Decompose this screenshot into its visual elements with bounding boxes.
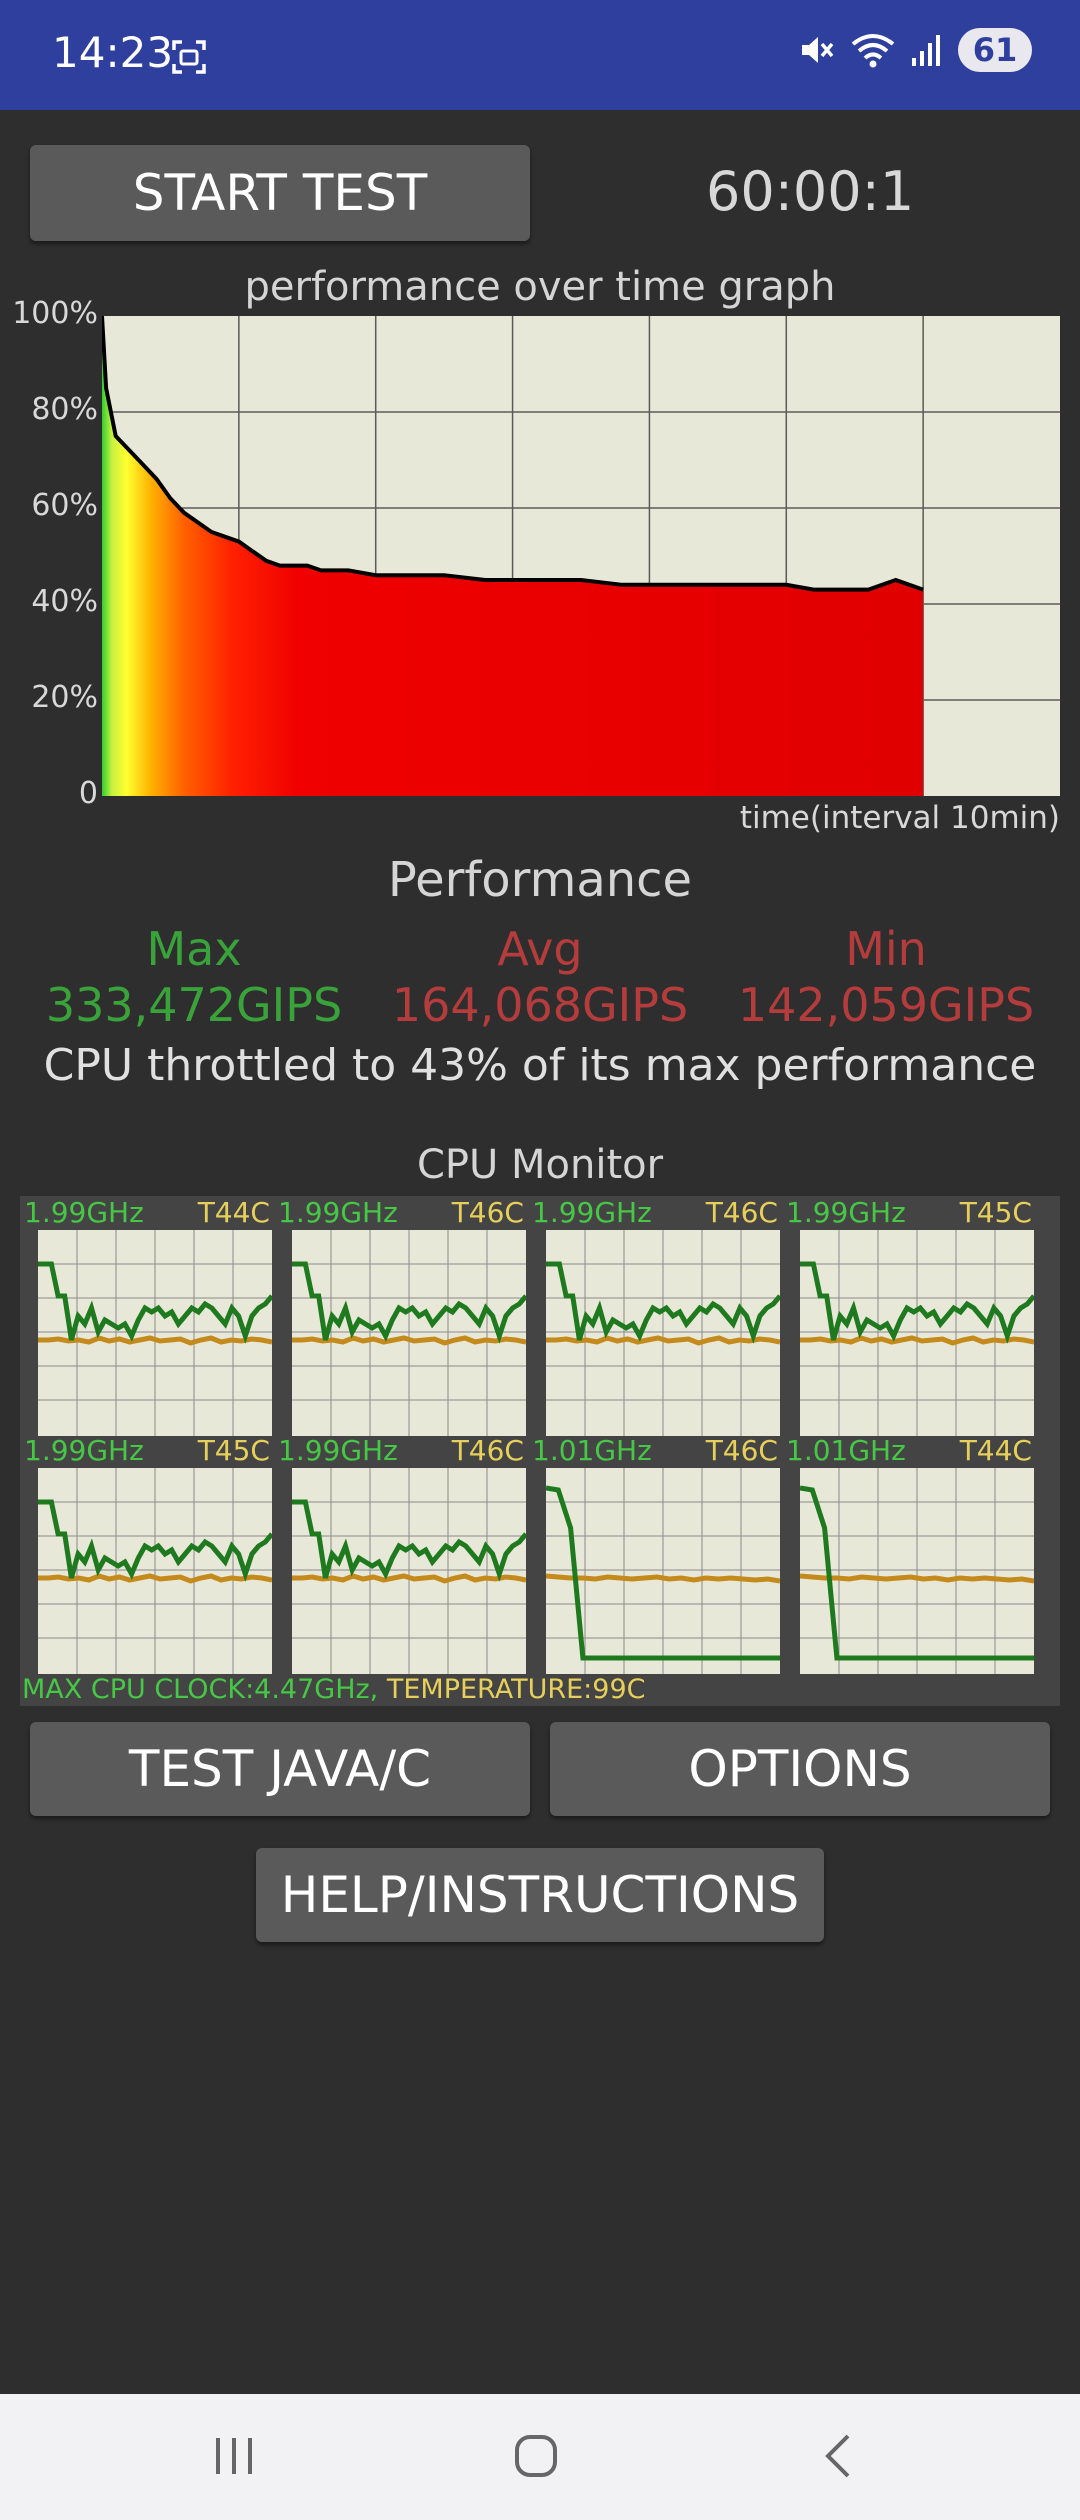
cpu-monitor: MAX CPU CLOCK:4.47GHz, TEMPERATURE:99C 1… [20,1196,1060,1706]
cpu-monitor-title: CPU Monitor [416,1142,664,1188]
core-frequency: 1.01GHz [786,1434,906,1467]
core-frequency-line [38,1499,272,1582]
y-tick-100: 100% [12,296,98,331]
back-icon[interactable] [818,2432,858,2480]
graph-title: performance over time graph [244,264,836,310]
min-value: 142,059GIPS [737,978,1035,1032]
recent-apps-icon[interactable] [210,2434,258,2478]
core-temperature-line [800,1335,1034,1346]
core-temperature-line [292,1335,526,1346]
battery-icon: 61 [958,28,1032,72]
core-graph [38,1468,272,1674]
core-temperature-line [38,1573,272,1584]
cpu-core-panel: 1.99GHz T45C [782,1196,1036,1436]
help-instructions-button[interactable]: HELP/INSTRUCTIONS [256,1848,824,1942]
y-tick-60: 60% [31,488,98,523]
cpu-core-panel: 1.99GHz T46C [274,1434,528,1674]
core-frequency: 1.99GHz [278,1434,398,1467]
core-graph [292,1230,526,1436]
cpu-core-panel: 1.99GHz T46C [274,1196,528,1436]
signal-icon [912,35,940,66]
core-frequency: 1.99GHz [24,1196,144,1229]
throttle-text: CPU throttled to 43% of its max performa… [43,1040,1037,1091]
core-temperature: T46C [451,1434,524,1467]
core-temperature-line [546,1573,780,1584]
core-temperature: T46C [451,1196,524,1229]
core-graph [800,1230,1034,1436]
navigation-bar [0,2394,1080,2520]
core-temperature-line [292,1573,526,1584]
x-axis-label: time(interval 10min) [739,800,1060,836]
performance-area [102,316,924,796]
core-temperature-line [546,1335,780,1346]
cpu-core-panel: 1.01GHz T46C [528,1434,782,1674]
core-frequency: 1.99GHz [278,1196,398,1229]
core-temperature-line [38,1335,272,1346]
home-icon[interactable] [512,2432,560,2480]
y-tick-40: 40% [31,584,98,619]
core-frequency: 1.99GHz [786,1196,906,1229]
performance-graph [102,316,1060,796]
performance-title: Performance [387,852,693,908]
core-frequency-line [546,1485,780,1661]
core-frequency: 1.99GHz [24,1434,144,1467]
wifi-icon [851,34,895,68]
y-tick-20: 20% [31,680,98,715]
cpu-core-panel: 1.01GHz T44C [782,1434,1036,1674]
cpu-core-panel: 1.99GHz T44C [20,1196,274,1436]
core-frequency: 1.99GHz [532,1196,652,1229]
cpu-core-panel: 1.99GHz T45C [20,1434,274,1674]
core-temperature: T46C [705,1434,778,1467]
core-frequency-line [292,1499,526,1582]
cpu-core-panel: 1.99GHz T46C [528,1196,782,1436]
core-frequency-line [38,1261,272,1344]
core-temperature: T44C [959,1434,1032,1467]
max-value: 333,472GIPS [45,978,343,1032]
max-label: Max [146,922,242,976]
avg-label: Avg [497,922,583,976]
mute-icon [802,37,834,63]
core-graph [800,1468,1034,1674]
max-cpu-clock: MAX CPU CLOCK:4.47GHz, [22,1674,379,1705]
start-test-button[interactable]: START TEST [30,145,530,241]
status-bar: 14:23 61 [0,0,1080,110]
core-frequency: 1.01GHz [532,1434,652,1467]
core-graph [292,1468,526,1674]
battery-level: 61 [972,31,1018,69]
y-tick-0: 0 [78,776,98,811]
core-temperature: T45C [197,1434,270,1467]
test-java-c-button[interactable]: TEST JAVA/C [30,1722,530,1816]
status-time: 14:23 [52,28,174,77]
temperature-reading: TEMPERATURE:99C [386,1674,646,1705]
y-tick-80: 80% [31,392,98,427]
core-frequency-line [800,1261,1034,1344]
core-graph [38,1230,272,1436]
options-button[interactable]: OPTIONS [550,1722,1050,1816]
core-graph [546,1230,780,1436]
core-temperature: T46C [705,1196,778,1229]
avg-value: 164,068GIPS [391,978,689,1032]
core-temperature-line [800,1573,1034,1584]
core-temperature: T45C [959,1196,1032,1229]
core-frequency-line [292,1261,526,1344]
core-frequency-line [546,1261,780,1344]
min-label: Min [845,922,927,976]
core-graph [546,1468,780,1674]
cpu-monitor-footer: MAX CPU CLOCK:4.47GHz, TEMPERATURE:99C [22,1674,645,1705]
screen-recorder-icon [172,40,206,74]
performance-line [102,316,924,592]
core-temperature: T44C [197,1196,270,1229]
core-frequency-line [800,1485,1034,1661]
test-timer: 60:00:1 [706,160,915,223]
